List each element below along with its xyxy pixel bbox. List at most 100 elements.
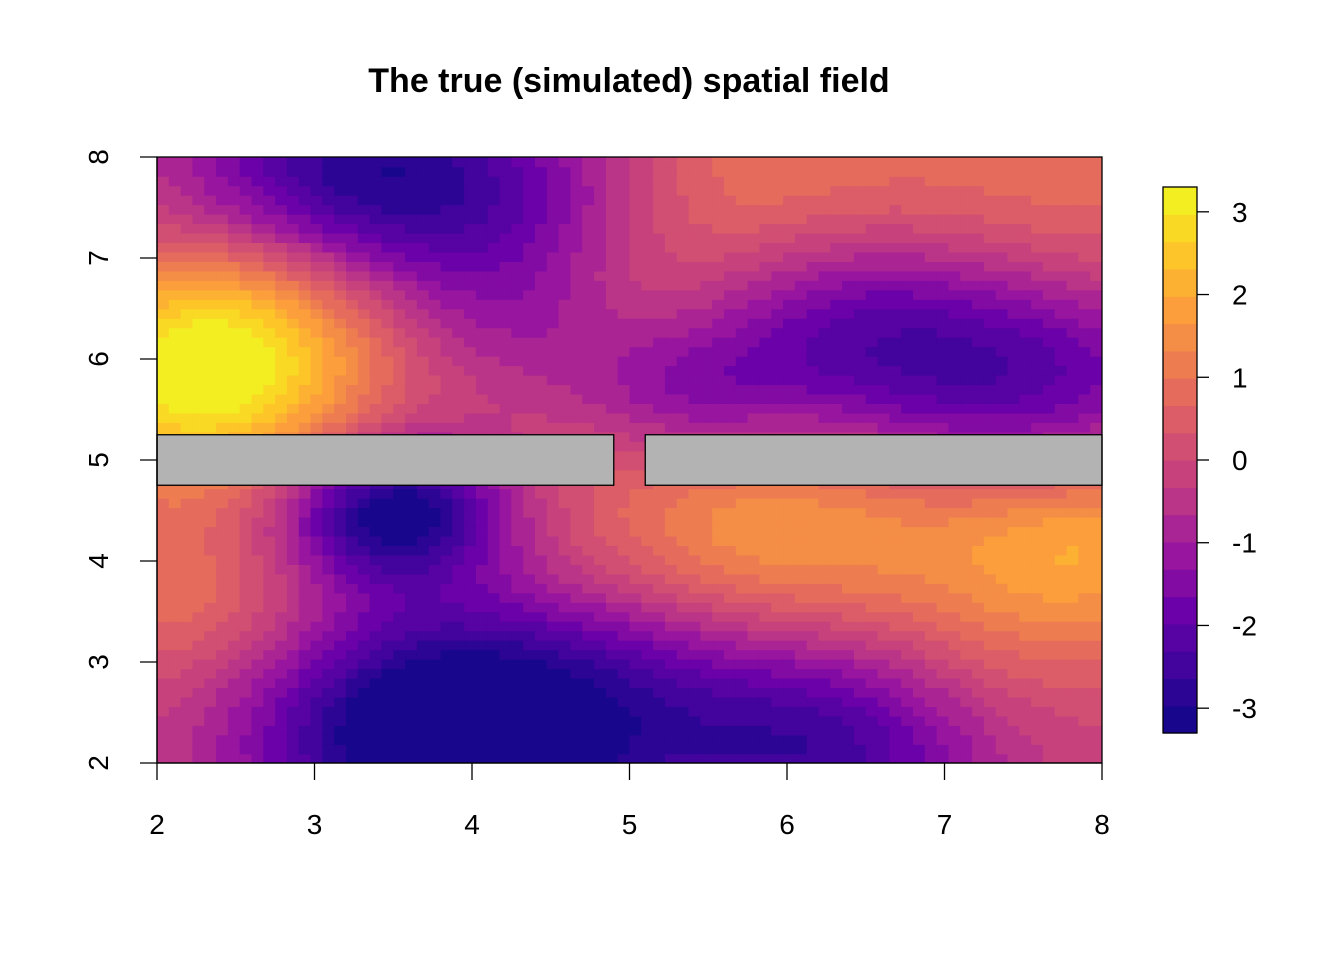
field-cell (972, 687, 985, 698)
field-cell (275, 696, 288, 707)
field-cell (830, 526, 843, 537)
field-cell (1019, 393, 1032, 404)
field-cell (440, 687, 454, 698)
field-cell (475, 223, 489, 234)
field-cell (157, 251, 170, 262)
field-cell (995, 545, 1009, 556)
field-cell (806, 299, 820, 310)
field-cell (735, 166, 749, 177)
field-cell (464, 204, 477, 215)
field-cell (582, 412, 595, 423)
field-cell (464, 734, 477, 745)
field-cell (357, 630, 371, 641)
field-cell (830, 725, 843, 736)
field-cell (499, 497, 513, 509)
field-cell (523, 725, 536, 736)
field-cell (405, 308, 418, 319)
field-cell (700, 166, 713, 177)
field-cell (263, 251, 276, 262)
field-cell (275, 497, 288, 509)
field-cell (369, 355, 383, 367)
field-cell (286, 564, 300, 575)
field-cell (239, 175, 253, 187)
field-cell (369, 753, 383, 763)
field-cell (676, 412, 690, 423)
field-cell (1007, 346, 1021, 357)
field-cell (1007, 526, 1021, 537)
field-cell (487, 668, 501, 679)
field-cell (239, 374, 253, 386)
field-cell (865, 175, 879, 187)
field-cell (216, 649, 229, 660)
field-cell (570, 507, 584, 518)
field-cell (310, 157, 324, 168)
field-cell (747, 213, 761, 225)
field-cell (1031, 157, 1044, 168)
field-cell (653, 355, 666, 367)
field-cell (204, 365, 217, 376)
field-cell (771, 668, 784, 679)
field-cell (452, 725, 465, 736)
field-cell (310, 545, 324, 556)
field-cell (168, 753, 182, 763)
field-cell (346, 611, 359, 622)
field-cell (676, 270, 690, 281)
field-cell (783, 592, 796, 603)
field-cell (1019, 497, 1032, 509)
field-cell (889, 507, 902, 518)
field-cell (227, 365, 241, 376)
field-cell (1054, 516, 1068, 528)
field-cell (889, 355, 902, 367)
field-cell (960, 564, 973, 575)
field-cell (227, 545, 241, 556)
field-cell (1031, 412, 1044, 423)
field-cell (251, 270, 265, 281)
field-cell (877, 696, 891, 707)
field-cell (286, 346, 300, 357)
field-cell (688, 175, 702, 187)
field-cell (499, 687, 513, 698)
field-cell (1042, 403, 1056, 414)
field-cell (735, 270, 749, 281)
field-cell (1066, 583, 1080, 594)
field-cell (168, 744, 182, 755)
field-cell (735, 346, 749, 357)
field-cell (818, 327, 832, 338)
field-cell (724, 611, 737, 622)
field-cell (700, 289, 713, 300)
field-cell (972, 725, 985, 736)
field-cell (428, 374, 442, 386)
field-cell (901, 223, 914, 234)
field-cell (1007, 289, 1021, 300)
field-cell (759, 592, 773, 603)
field-cell (735, 715, 749, 726)
field-cell (783, 706, 796, 717)
field-cell (1007, 194, 1021, 206)
field-cell (594, 744, 607, 755)
field-cell (901, 706, 914, 717)
field-cell (995, 668, 1009, 679)
field-cell (322, 507, 335, 518)
field-cell (983, 696, 997, 707)
field-cell (794, 384, 808, 395)
field-cell (889, 327, 902, 338)
field-cell (393, 166, 406, 177)
field-cell (641, 223, 654, 234)
field-cell (629, 478, 643, 490)
field-cell (357, 403, 371, 414)
field-cell (428, 507, 442, 518)
field-cell (464, 412, 477, 423)
field-cell (275, 336, 288, 348)
field-cell (275, 280, 288, 291)
field-cell (227, 223, 241, 234)
field-cell (653, 706, 666, 717)
field-cell (1042, 308, 1056, 319)
field-cell (570, 242, 584, 253)
field-cell (558, 734, 572, 745)
field-cell (428, 327, 442, 338)
field-cell (157, 602, 170, 613)
field-cell (724, 261, 737, 272)
field-cell (1042, 261, 1056, 272)
field-cell (216, 317, 229, 329)
field-cell (227, 251, 241, 262)
